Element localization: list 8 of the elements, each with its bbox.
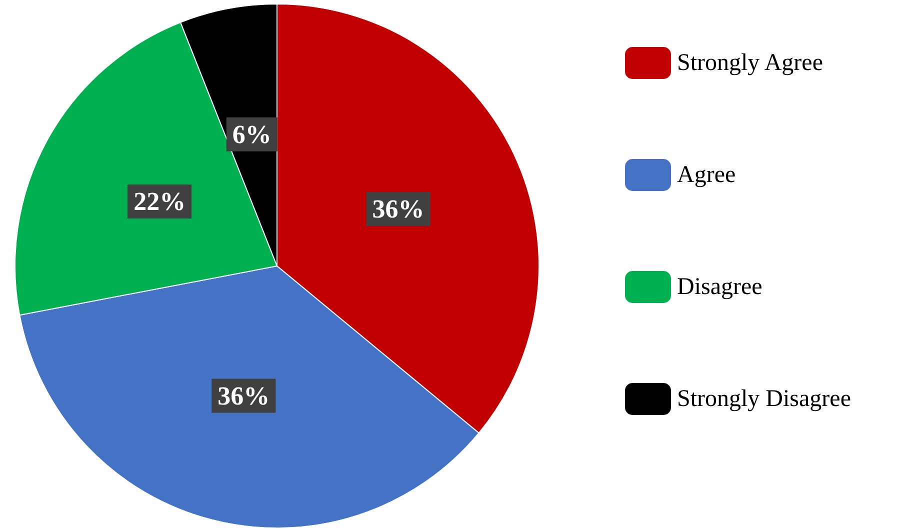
data-label: 36% <box>372 194 424 224</box>
legend-label: Strongly Disagree <box>677 386 851 412</box>
data-label: 6% <box>232 120 272 149</box>
legend-label: Strongly Agree <box>677 50 823 76</box>
data-label: 22% <box>134 186 186 216</box>
legend-label: Agree <box>677 162 736 188</box>
data-label: 36% <box>218 381 270 410</box>
legend-label: Disagree <box>677 274 762 300</box>
